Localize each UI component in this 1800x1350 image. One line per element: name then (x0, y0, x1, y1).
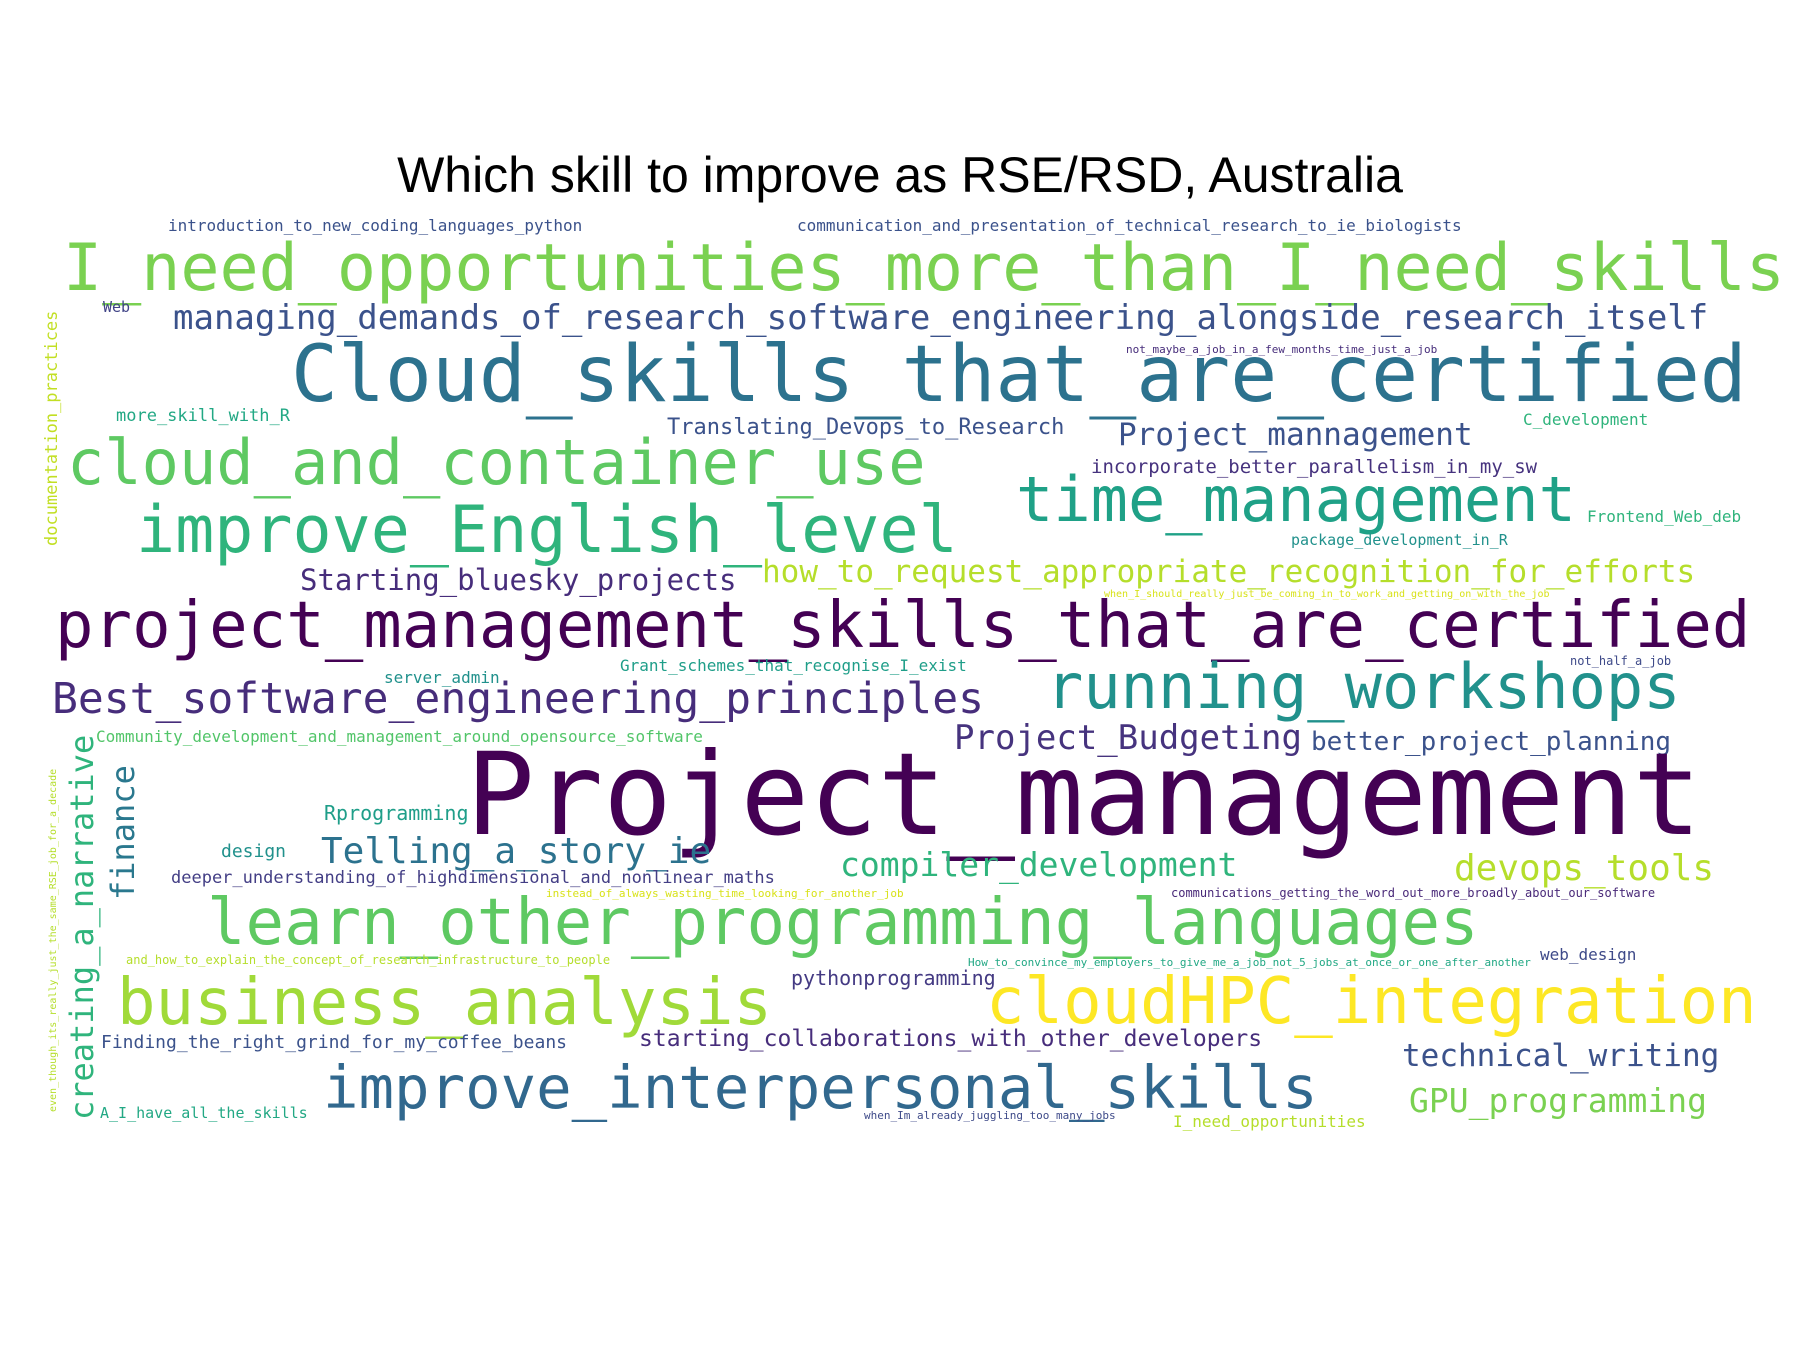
word: Community_development_and_management_aro… (96, 727, 703, 746)
word: improve_interpersonal_skills (323, 1053, 1318, 1122)
word: GPU_programming (1409, 1081, 1708, 1120)
word: Rprogramming (324, 801, 469, 825)
word: better_project_planning (1311, 727, 1672, 757)
word: how_to_request_appropriate_recognition_f… (762, 554, 1696, 590)
word: documentation_practices (42, 310, 62, 546)
word: Finding_the_right_grind_for_my_coffee_be… (101, 1032, 567, 1053)
word: A_I_have_all_the_skills (100, 1104, 308, 1122)
word: Translating_Devops_to_Research (667, 415, 1065, 440)
word: I_need_opportunities_more_than_I_need_sk… (63, 231, 1785, 306)
word: How_to_convince_my_employers_to_give_me_… (968, 956, 1531, 969)
word: more_skill_with_R (116, 406, 290, 426)
word: incorporate_better_parallelism_in_my_sw (1091, 456, 1538, 478)
word: C_development (1523, 410, 1649, 429)
word: Grant_schemes_that_recognise_I_exist (620, 656, 967, 675)
word: learn_other_programming_languages (207, 886, 1479, 960)
chart-title: Which skill to improve as RSE/RSD, Austr… (397, 147, 1403, 203)
word: communication_and_presentation_of_techni… (797, 216, 1462, 235)
word: instead_of_always_wasting_time_looking_f… (546, 887, 904, 900)
word: business_analysis (117, 966, 773, 1040)
word: when_Im_already_juggling_too_many_jobs (864, 1109, 1116, 1122)
word: and_how_to_explain_the_concept_of_resear… (126, 953, 611, 967)
word: starting_collaborations_with_other_devel… (639, 1026, 1263, 1052)
word: communications_getting_the_word_out_more… (1171, 886, 1656, 900)
word: even_though_its_really_just_the_same_RSE… (48, 768, 59, 1112)
word: pythonprogramming (791, 966, 996, 990)
word: Best_software_engineering_principles (52, 674, 984, 724)
word: creating_a_narrative (63, 734, 101, 1120)
word: technical_writing (1402, 1038, 1720, 1074)
word: cloudHPC_integration (986, 965, 1757, 1039)
word: Project_mannagement (1118, 417, 1473, 453)
word: devops_tools (1454, 848, 1715, 889)
word: I_need_opportunities (1173, 1112, 1366, 1131)
word: Telling_a_story_ie (321, 831, 712, 872)
word: Project_management (466, 728, 1702, 861)
word: deeper_understanding_of_highdimensional_… (171, 868, 775, 888)
word: package_development_in_R (1291, 531, 1508, 549)
word: when_I_should_really_just_be_coming_in_t… (1104, 589, 1550, 600)
word: Starting_bluesky_projects (300, 563, 737, 597)
word: cloud_and_container_use (67, 426, 926, 499)
word: server_admin (384, 668, 500, 687)
word: Project_Budgeting (954, 718, 1302, 758)
word: managing_demands_of_research_software_en… (173, 298, 1709, 338)
word: running_workshops (1046, 650, 1681, 723)
word: improve_English_level (136, 493, 958, 568)
word: web_design (1540, 945, 1637, 964)
word: design (221, 841, 287, 862)
word: Frontend_Web_deb (1587, 507, 1742, 526)
word: Web (103, 298, 131, 316)
word: finance (104, 765, 142, 900)
word: not_maybe_a_job_in_a_few_months_time_jus… (1126, 343, 1438, 356)
word: compiler_development (840, 845, 1238, 884)
word: time_management (1016, 463, 1576, 536)
word: Cloud_skills_that_are_certified (291, 330, 1747, 420)
word: project_management_skills_that_are_certi… (55, 589, 1751, 663)
word: introduction_to_new_coding_languages_pyt… (168, 216, 583, 235)
word: not_half_a_job (1570, 654, 1672, 668)
